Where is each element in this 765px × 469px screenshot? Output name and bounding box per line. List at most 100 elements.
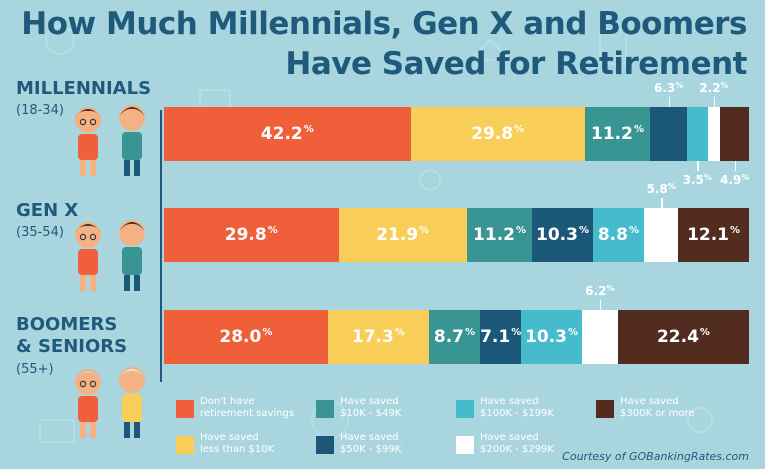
data-label-callout: 5.8% [647, 182, 676, 196]
percent-sign: % [667, 182, 676, 191]
source-credit: Courtesy of GOBankingRates.com [562, 450, 749, 463]
legend-item: Have saved $50K - $99K [316, 432, 466, 466]
data-label: 10.3% [525, 327, 578, 347]
value-number: 10.3 [525, 327, 568, 347]
generation-label: GEN X [16, 200, 78, 222]
legend-label: Have saved $10K - $49K [340, 396, 402, 419]
percent-sign: % [730, 225, 741, 236]
bar-segment [429, 310, 480, 364]
bar-row [164, 107, 749, 161]
percent-sign: % [720, 81, 729, 90]
value-number: 29.8 [224, 225, 267, 245]
bar-segment [687, 107, 708, 161]
bar-segment [521, 310, 582, 364]
value-number: 10.3 [535, 225, 578, 245]
legend-swatch [176, 400, 194, 418]
bar-segment [707, 107, 721, 161]
value-number: 12.1 [687, 225, 730, 245]
generation-label-line: MILLENNIALS [16, 78, 152, 99]
legend-swatch [456, 400, 474, 418]
age-range: (35-54) [16, 225, 64, 240]
data-label: 17.3% [352, 327, 405, 347]
percent-sign: % [303, 124, 314, 135]
percent-sign: % [514, 124, 525, 135]
people-illustration [66, 362, 156, 442]
legend-item: Have saved $200K - $299K [456, 432, 606, 466]
percent-sign: % [703, 173, 712, 182]
legend-item: Have saved less than $10K [176, 432, 326, 466]
value-number: 2.2 [699, 81, 721, 95]
legend-swatch [316, 436, 334, 454]
bar-segment [650, 107, 688, 161]
generation-label-line: BOOMERS [16, 314, 118, 335]
callout-tick [697, 161, 699, 171]
percent-sign: % [741, 173, 750, 182]
generation-label: MILLENNIALS [16, 78, 151, 100]
bar-row [164, 208, 749, 262]
percent-sign: % [606, 284, 615, 293]
bar-segment [592, 208, 645, 262]
callout-tick [734, 161, 737, 171]
legend-swatch [456, 436, 474, 454]
category-axis-line [160, 110, 162, 382]
callout-tick [661, 198, 663, 208]
generation-label-line: GEN X [16, 200, 79, 221]
value-number: 6.2 [585, 284, 607, 298]
generation-label: BOOMERS & SENIORS [16, 314, 127, 358]
value-number: 8.7 [433, 327, 464, 347]
data-label: 28.0% [219, 327, 272, 347]
data-label: 7.1% [480, 327, 521, 347]
percent-sign: % [511, 327, 522, 338]
value-number: 11.2 [591, 124, 633, 144]
data-label-callout: 6.3% [654, 81, 683, 95]
value-number: 3.5 [682, 173, 704, 187]
value-number: 6.3 [654, 81, 676, 95]
age-range: (55+) [16, 362, 54, 377]
bar-segment [532, 208, 593, 262]
percent-sign: % [419, 225, 430, 236]
bar-segment [410, 107, 585, 161]
bar-segment [164, 208, 339, 262]
callout-tick [668, 97, 671, 107]
data-label: 8.8% [598, 225, 639, 245]
legend-swatch [176, 436, 194, 454]
legend-item: Don't have retirement savings [176, 396, 326, 430]
data-label-callout: 2.2% [699, 81, 728, 95]
value-number: 5.8 [646, 182, 668, 196]
people-icon [75, 367, 145, 438]
bar-segment [644, 208, 679, 262]
people-illustration [66, 215, 156, 295]
percent-sign: % [267, 225, 278, 236]
bar-segment [617, 310, 749, 364]
data-label: 22.4% [657, 327, 710, 347]
value-number: 8.8 [597, 225, 628, 245]
generation-label-line: & SENIORS [16, 336, 128, 357]
percent-sign: % [699, 327, 710, 338]
bar-row [164, 310, 749, 364]
value-number: 17.3 [351, 327, 394, 347]
bar-segment [678, 208, 749, 262]
data-label: 12.1% [687, 225, 740, 245]
percent-sign: % [464, 327, 476, 338]
chart-title-line1: How Much Millennials, Gen X and Boomers [21, 6, 747, 42]
data-label: 21.9% [376, 225, 429, 245]
legend-label: Have saved $200K - $299K [480, 432, 554, 455]
bar-segment [327, 310, 429, 364]
legend-label: Have saved $300K or more [620, 396, 695, 419]
bar-segment [164, 310, 328, 364]
percent-sign: % [262, 327, 273, 338]
chart-title-line2: Have Saved for Retirement [285, 46, 747, 82]
percent-sign: % [394, 327, 405, 338]
value-number: 11.2 [473, 225, 515, 245]
percent-sign: % [633, 124, 644, 135]
data-label: 10.3% [536, 225, 589, 245]
percent-sign: % [628, 225, 639, 236]
callout-tick [713, 97, 716, 107]
bar-segment [164, 107, 411, 161]
value-number: 22.4 [656, 327, 699, 347]
data-label: 8.7% [434, 327, 475, 347]
legend-label: Have saved $100K - $199K [480, 396, 554, 419]
legend-swatch [596, 400, 614, 418]
legend-item: Have saved $300K or more [596, 396, 746, 430]
